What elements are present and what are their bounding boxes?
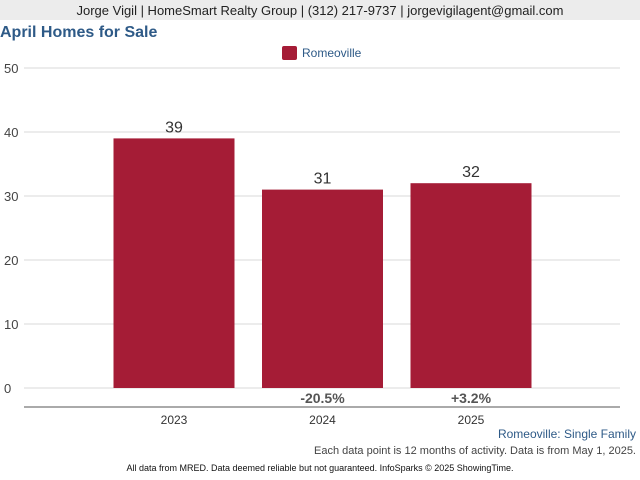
y-tick-label: 10: [4, 317, 18, 332]
y-axis-ticks: 0 10 20 30 40 50: [4, 61, 18, 396]
y-tick-label: 0: [4, 381, 11, 396]
chart-subtitle: Romeoville: Single Family: [497, 427, 636, 441]
contact-header: Jorge Vigil | HomeSmart Realty Group | (…: [0, 0, 640, 20]
bars: [113, 138, 532, 388]
footer-disclaimer: All data from MRED. Data deemed reliable…: [126, 463, 514, 473]
data-note: Each data point is 12 months of activity…: [313, 445, 636, 457]
bar-value-label: 31: [314, 171, 332, 188]
change-labels: -20.5% +3.2%: [300, 390, 491, 406]
x-axis-ticks: 2023 2024 2025: [161, 413, 485, 427]
change-label: +3.2%: [451, 390, 492, 406]
x-tick-label: 2023: [161, 413, 188, 427]
y-tick-label: 20: [4, 253, 18, 268]
chart-legend[interactable]: Romeoville: [282, 45, 361, 61]
change-label: -20.5%: [300, 390, 345, 406]
y-tick-label: 30: [4, 189, 18, 204]
chart-title: April Homes for Sale: [0, 24, 158, 41]
x-tick-label: 2024: [309, 413, 336, 427]
x-tick-label: 2025: [458, 413, 485, 427]
data-labels: 39 31 32: [165, 119, 480, 187]
legend-label: Romeoville: [302, 46, 362, 60]
legend-swatch: [282, 46, 297, 60]
bar: [410, 183, 532, 388]
bar: [262, 189, 383, 388]
y-tick-label: 50: [4, 61, 18, 76]
bar-value-label: 32: [462, 164, 480, 181]
contact-text: Jorge Vigil | HomeSmart Realty Group | (…: [76, 2, 564, 18]
bar: [113, 138, 235, 388]
bar-value-label: 39: [165, 119, 183, 136]
y-tick-label: 40: [4, 125, 18, 140]
